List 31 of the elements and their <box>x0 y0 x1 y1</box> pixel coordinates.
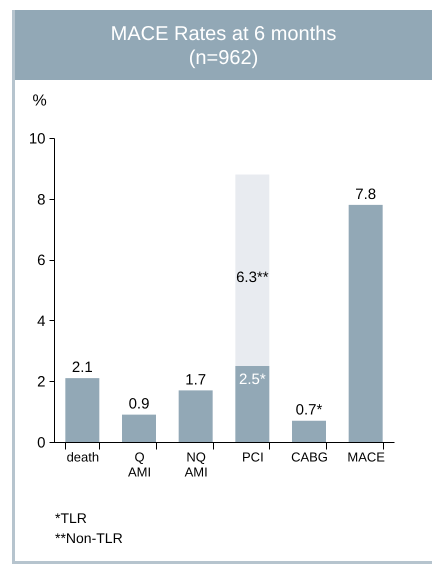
text: *TLR <box>55 509 88 528</box>
y-tick-label: 6 <box>37 252 46 270</box>
y-tick-label: 4 <box>37 312 46 330</box>
y-axis-title: % <box>32 92 47 110</box>
bar <box>235 366 270 442</box>
x-tick-label: PCI <box>242 450 264 464</box>
bar <box>235 174 270 366</box>
x-tick-label: MACE <box>347 450 386 464</box>
y-tick-label: 0 <box>37 434 46 452</box>
x-tick-label: CABG <box>291 450 328 464</box>
chart-subtitle: (n=962) <box>188 46 260 70</box>
x-tick-label: Q AMI <box>128 450 152 480</box>
data-label: 1.7 <box>185 371 206 388</box>
bar <box>65 378 100 442</box>
x-tick-label: death <box>66 450 100 464</box>
data-label: 7.8 <box>355 186 376 203</box>
data-label: 0.7* <box>296 402 322 419</box>
data-label: 0.9 <box>128 396 150 413</box>
bar <box>122 414 156 442</box>
chart-title: MACE Rates at 6 months <box>110 22 338 46</box>
data-label: 6.3** <box>236 269 269 286</box>
data-label: 2.1 <box>72 359 93 376</box>
y-tick-label: 8 <box>37 191 46 208</box>
y-tick-label: 2 <box>37 374 46 391</box>
x-tick-label: NQ AMI <box>184 450 208 480</box>
text: **Non-TLR <box>55 529 123 548</box>
bar <box>348 204 383 442</box>
bar <box>178 390 213 442</box>
data-label: 2.5* <box>238 371 266 388</box>
y-tick-label: 10 <box>28 130 46 148</box>
bar <box>292 420 326 442</box>
